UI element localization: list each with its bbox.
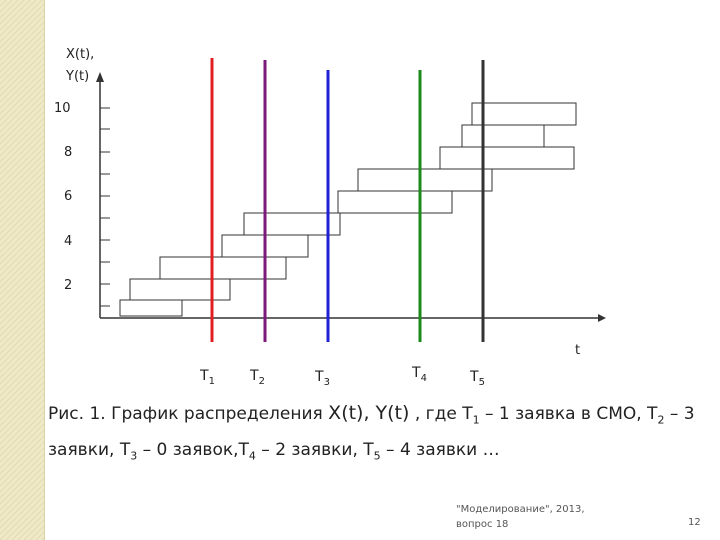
queue-diagram: X(t), Y(t) t 10 8 6 4 2 T1 T2 T3 T4 T5 bbox=[54, 47, 606, 388]
request-rect bbox=[471, 102, 577, 126]
x-axis-label: t bbox=[575, 343, 580, 358]
footer-note: "Моделирование", 2013, вопрос 18 bbox=[456, 502, 606, 532]
page-number: 12 bbox=[688, 517, 701, 528]
request-rect bbox=[159, 256, 287, 280]
request-rect bbox=[357, 168, 493, 192]
request-rect bbox=[119, 299, 183, 317]
y-axis-label-line2: Y(t) bbox=[65, 69, 89, 84]
time-mark-label-t3: T3 bbox=[314, 369, 330, 388]
y-tick-label: 2 bbox=[64, 278, 72, 293]
y-tick-label: 10 bbox=[54, 101, 71, 116]
figure-caption: Рис. 1. График распределения X(t), Y(t) … bbox=[48, 402, 695, 463]
decorative-stripe bbox=[0, 0, 44, 540]
y-tick-label: 4 bbox=[64, 234, 72, 249]
request-rect bbox=[337, 190, 453, 214]
footer-line: вопрос 18 bbox=[456, 519, 509, 530]
y-axis-arrow bbox=[96, 72, 104, 82]
request-rect bbox=[461, 124, 545, 148]
y-tick-label: 6 bbox=[64, 189, 72, 204]
time-mark-label-t1: T1 bbox=[199, 368, 215, 387]
request-rect bbox=[439, 146, 575, 170]
y-axis-ticks bbox=[100, 107, 110, 307]
footer-line: "Моделирование", 2013, bbox=[456, 504, 585, 515]
time-mark-label-t2: T2 bbox=[249, 368, 265, 387]
stripe-border bbox=[44, 0, 45, 540]
request-rectangles bbox=[119, 102, 577, 317]
time-mark-label-t5: T5 bbox=[469, 369, 485, 388]
y-tick-label: 8 bbox=[64, 145, 72, 160]
time-mark-label-t4: T4 bbox=[411, 365, 427, 384]
x-axis-arrow bbox=[598, 314, 606, 322]
request-rect bbox=[243, 212, 341, 236]
y-axis-label-line1: X(t), bbox=[66, 47, 94, 62]
request-rect bbox=[129, 278, 231, 301]
